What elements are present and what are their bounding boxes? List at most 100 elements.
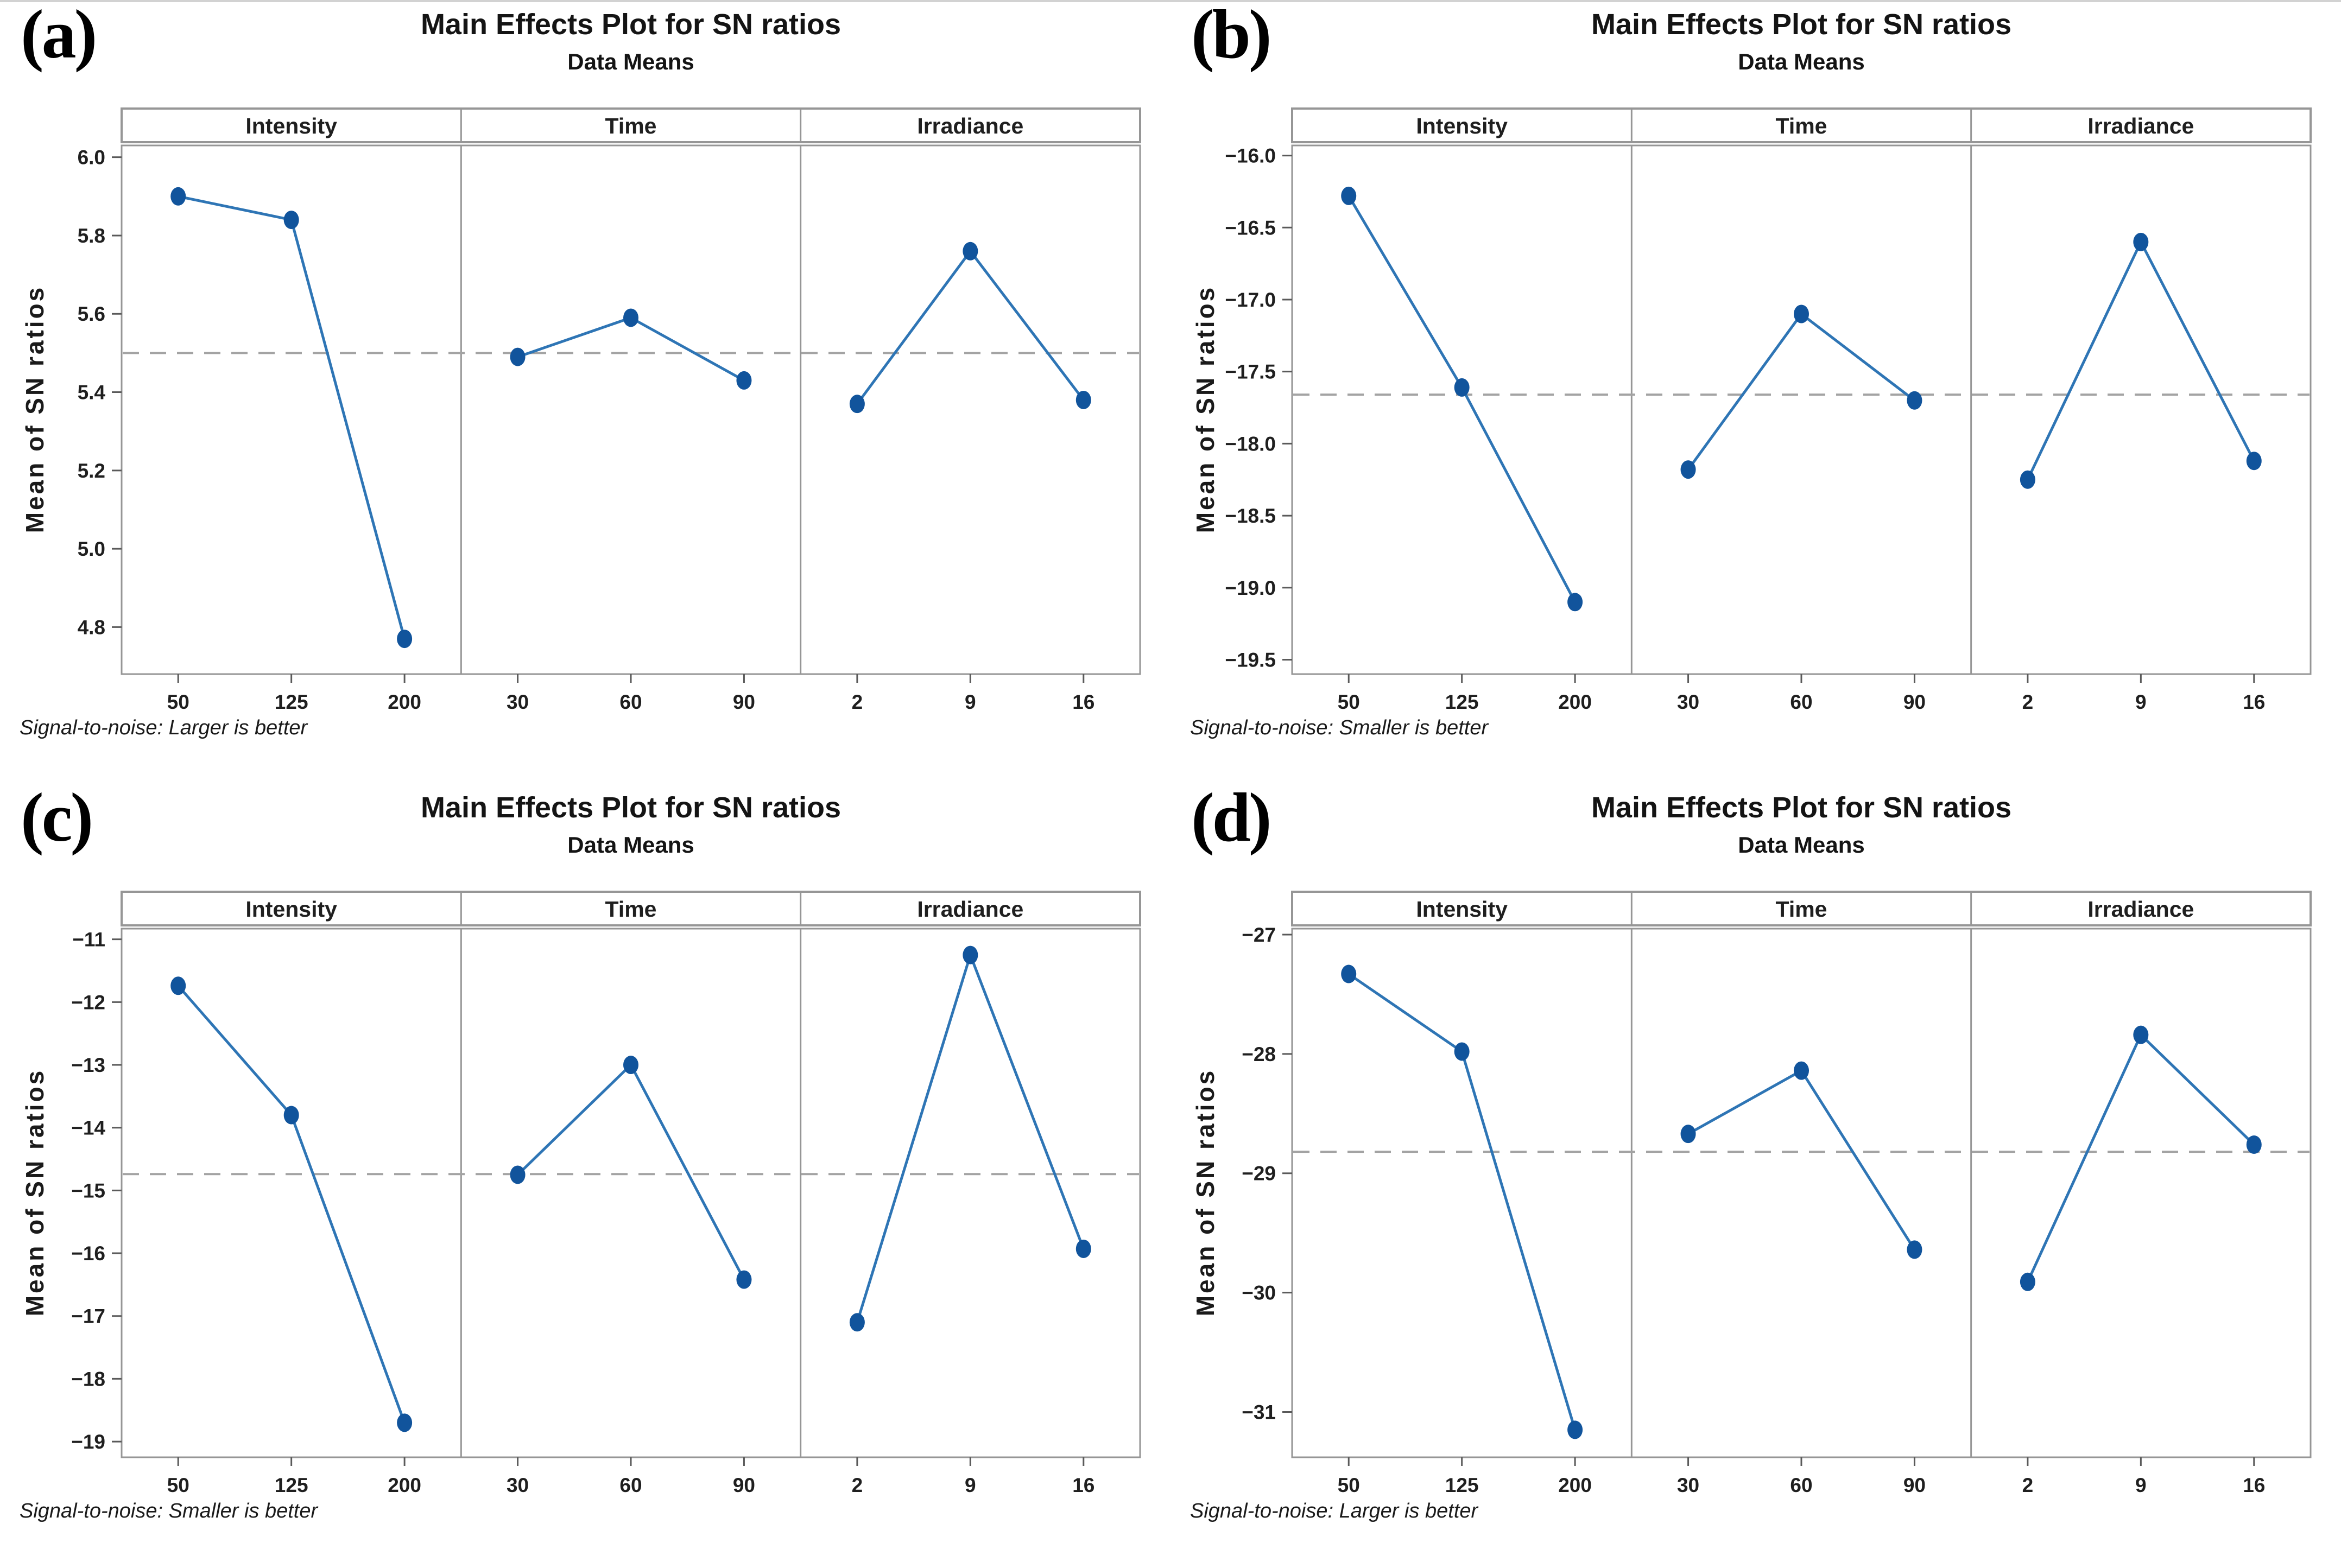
chart-title: Main Effects Plot for SN ratios [1591,8,2012,41]
data-point [2246,452,2262,471]
factor-header-strip [121,107,1141,143]
data-point [170,976,186,995]
data-point [283,1106,299,1125]
plot-frame [1291,928,2312,1458]
x-tick-label: 2 [852,691,863,713]
x-tick-label: 30 [507,1474,529,1496]
x-tick-label: 200 [1558,1474,1592,1496]
main-effects-chart: −16.0 −16.5 −17.0 −17.5 −18.0 −18.5 −19.0 −19.5… [1225,107,2312,713]
y-tick-label: −15 [71,1179,105,1202]
y-tick-label: −18 [71,1368,105,1390]
quadrant-b: (b) Main Effects Plot for SN ratios Data… [1170,2,2341,785]
factor-header-label: Time [605,897,657,922]
x-tick-label: 16 [2243,1474,2265,1496]
main-effects-chart: −11 −12 −13 −14 −15 −16 −17 −18 −19 Intensity 50 12… [71,891,1141,1496]
x-tick-label: 60 [619,691,642,713]
data-point [510,347,526,366]
data-point [1454,1042,1470,1061]
y-tick-label: −19.5 [1225,649,1276,671]
data-point [1454,378,1470,397]
x-tick-label: 2 [2022,691,2034,713]
y-tick-label: 5.4 [78,382,106,404]
y-tick-label: −13 [71,1054,105,1076]
data-point [2246,1135,2262,1154]
x-tick-label: 50 [1338,1474,1360,1496]
x-tick-label: 60 [619,1474,642,1496]
factor-header-strip [1291,891,2312,926]
data-point [2133,232,2149,251]
y-tick-label: −28 [1242,1043,1276,1065]
factor-header-label: Irradiance [917,897,1023,922]
x-tick-label: 50 [1338,691,1360,713]
data-point [1907,391,1922,410]
y-tick-label: −11 [72,929,105,951]
data-point [623,308,638,327]
x-tick-label: 9 [965,1474,976,1496]
y-tick-label: 6.0 [78,147,105,169]
y-tick-label: 5.6 [78,303,105,325]
factor-header-strip [1291,107,2312,143]
x-tick-label: 90 [733,691,755,713]
panel-label: (c) [21,779,93,856]
chart-subtitle: Data Means [567,49,694,74]
factor-header-label: Irradiance [917,113,1023,138]
x-tick-label: 200 [388,1474,421,1496]
x-tick-label: 90 [1903,691,1926,713]
signal-to-noise-footnote: Signal-to-noise: Smaller is better [1190,716,1489,739]
data-point [1567,593,1583,612]
factor-header-label: Time [605,113,657,138]
y-tick-label: −17 [71,1305,105,1328]
y-tick-label: 4.8 [78,616,105,638]
y-tick-label: 5.0 [78,538,105,560]
x-tick-label: 30 [507,691,529,713]
y-tick-label: −17.0 [1225,289,1276,311]
factor-header-label: Irradiance [2087,113,2194,138]
x-tick-label: 30 [1677,1474,1699,1496]
y-tick-label: −16.5 [1225,217,1276,239]
data-point [963,242,978,261]
data-point [397,1413,413,1432]
main-effects-chart: −27 −28 −29 −30 −31 Intensity 50 125 200 Time 30 60… [1242,891,2312,1496]
data-point [2133,1025,2149,1044]
x-tick-label: 16 [2243,691,2265,713]
factor-header-label: Irradiance [2087,897,2194,922]
y-tick-label: 5.2 [78,460,105,482]
x-tick-label: 30 [1677,691,1699,713]
y-tick-label: −12 [71,991,105,1013]
chart-subtitle: Data Means [1738,49,1865,74]
data-point [736,1270,752,1289]
chart-subtitle: Data Means [1738,832,1865,858]
data-point [623,1056,638,1075]
data-point [1794,304,1809,323]
x-tick-label: 90 [733,1474,755,1496]
data-point [1907,1240,1922,1259]
factor-header-label: Intensity [245,113,337,138]
x-tick-label: 200 [388,691,421,713]
x-tick-label: 125 [275,1474,308,1496]
y-tick-label: −16.0 [1225,145,1276,167]
y-tick-label: 5.8 [78,225,105,247]
chart-title: Main Effects Plot for SN ratios [420,791,842,824]
panel-label: (d) [1191,779,1271,856]
y-tick-label: −31 [1242,1401,1276,1423]
plot-frame [1291,144,2312,675]
quadrant-c: (c) Main Effects Plot for SN ratios Data… [0,779,1170,1568]
y-tick-label: −18.5 [1225,505,1276,527]
data-point [397,630,413,649]
data-point [2020,1272,2035,1291]
data-point [1341,186,1357,205]
plot-frame [121,928,1141,1458]
x-tick-label: 60 [1790,691,1812,713]
chart-title: Main Effects Plot for SN ratios [420,8,842,41]
data-point [1794,1061,1809,1080]
data-point [849,1313,865,1332]
chart-title: Main Effects Plot for SN ratios [1591,791,2012,824]
data-point [1680,460,1696,479]
data-point [1341,964,1357,983]
x-tick-label: 200 [1558,691,1592,713]
y-tick-label: −29 [1242,1163,1276,1185]
y-tick-label: −16 [71,1242,105,1265]
x-tick-label: 9 [965,691,976,713]
panel-label: (b) [1191,0,1271,73]
